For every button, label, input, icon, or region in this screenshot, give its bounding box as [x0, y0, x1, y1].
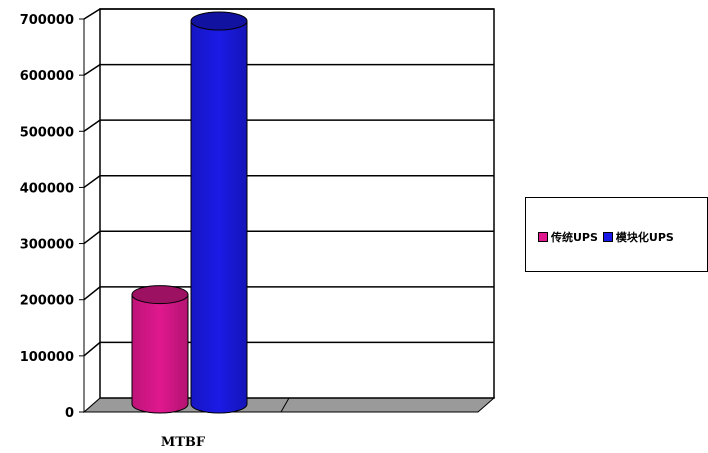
bars [131, 11, 248, 414]
bar-1 [190, 11, 248, 414]
y-tick-label: 0 [65, 406, 74, 421]
y-tick-label: 300000 [20, 238, 74, 253]
gridline [83, 341, 494, 357]
y-tick-label: 700000 [20, 13, 74, 28]
legend-label-modular-ups: 模块化UPS [615, 231, 674, 244]
gridline [83, 8, 494, 20]
y-tick-label: 200000 [20, 294, 74, 309]
bar-top [190, 11, 248, 31]
gridline [83, 119, 494, 132]
floor-divider [280, 397, 290, 413]
y-tick-label: 500000 [20, 125, 74, 140]
gridline [83, 174, 494, 189]
legend-label-traditional-ups: 传统UPS [551, 231, 598, 244]
bar-body [131, 294, 189, 414]
y-tick-label: 100000 [20, 350, 74, 365]
legend: 传统UPS 模块化UPS [525, 197, 708, 272]
bar-top [131, 285, 189, 305]
gridline [83, 230, 494, 245]
gridlines [83, 8, 494, 357]
legend-item-traditional-ups: 传统UPS [538, 229, 598, 245]
bar-0 [131, 285, 189, 414]
gridline [83, 63, 494, 76]
bar-body [190, 20, 248, 414]
y-tick-label: 600000 [20, 69, 74, 84]
legend-item-modular-ups: 模块化UPS [602, 229, 674, 245]
x-category-label: MTBF [161, 435, 206, 450]
gridline [83, 286, 494, 301]
y-axis-ticks: 0 100000 200000 300000 400000 500000 600000 700… [20, 13, 85, 421]
legend-swatch-modular-ups [602, 232, 613, 242]
y-tick-label: 400000 [20, 181, 74, 196]
legend-swatch-traditional-ups [538, 232, 548, 242]
x-axis-categories: MTBF [161, 435, 206, 450]
